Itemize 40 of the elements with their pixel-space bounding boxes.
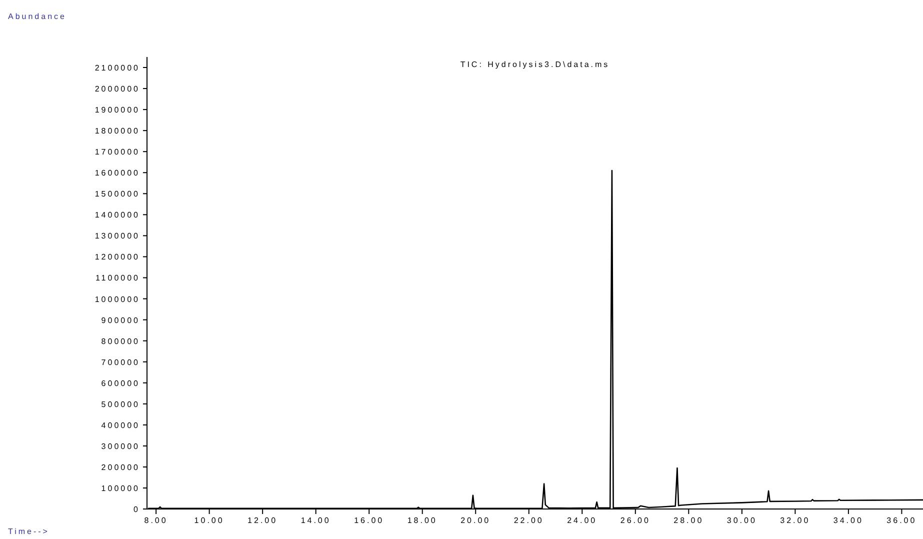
x-tick-label: 16.00 [354,516,384,525]
y-tick-label: 2000000 [94,84,140,94]
x-tick-label: 28.00 [674,516,704,525]
x-tick-label: 32.00 [780,516,810,525]
y-tick-label: 100000 [101,484,140,493]
y-tick-label: 200000 [101,462,140,472]
x-tick-label: 14.00 [300,516,331,525]
y-tick-label: 2100000 [94,64,140,73]
y-tick-label: 1100000 [95,274,140,283]
y-tick-label: 800000 [101,336,140,346]
y-tick-label: 1900000 [94,106,140,115]
x-tick-label: 24.00 [567,516,598,525]
y-tick-label: 1700000 [94,148,140,157]
y-tick-label: 600000 [101,378,140,388]
x-tick-label: 34.00 [833,516,864,525]
y-tick-label: 900000 [101,316,140,325]
y-tick-label: 300000 [101,442,140,451]
y-tick-label: 1500000 [94,190,140,199]
y-tick-label: 0 [134,505,140,514]
y-tick-label: 1200000 [94,252,140,262]
x-tick-label: 26.00 [620,516,650,525]
x-tick-label: 22.00 [514,516,544,525]
x-tick-label: 36.00 [886,516,917,525]
x-tick-label: 10.00 [194,516,224,525]
text: Time--> [8,527,50,536]
y-tick-label: 1400000 [94,210,140,220]
y-tick-label: 1000000 [94,294,140,304]
y-tick-label: 1600000 [94,168,140,178]
x-tick-label: 20.00 [460,516,491,525]
x-tick-label: 12.00 [248,516,278,525]
y-tick-label: 700000 [101,358,140,367]
chart-title: TIC: Hydrolysis3.D\data.ms [460,60,610,69]
y-tick-label: 1300000 [94,232,140,241]
y-tick-label: 500000 [101,400,140,409]
text: Abundance [8,12,66,21]
x-tick-label: 30.00 [726,516,757,525]
y-tick-label: 1800000 [94,126,140,136]
y-tick-label: 400000 [101,420,140,430]
x-tick-label: 8.00 [144,516,168,525]
x-tick-label: 18.00 [407,516,438,525]
